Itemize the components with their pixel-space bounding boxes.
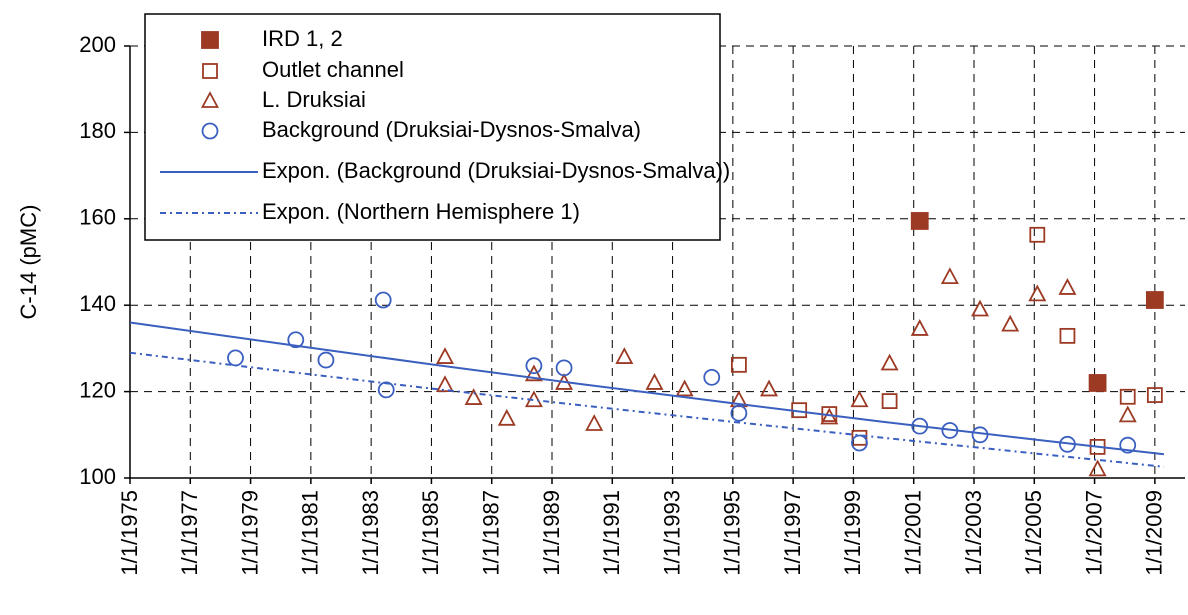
point [555,359,573,377]
point [615,347,634,364]
x-tick-label: 1/1/2003 [961,490,986,576]
point [910,212,929,230]
legend-marker [200,91,220,108]
legend-marker [202,63,218,79]
y-tick-label: 200 [79,32,116,57]
legend-label: IRD 1, 2 [262,26,343,51]
x-tick-label: 1/1/1975 [117,490,142,576]
x-tick-label: 1/1/2005 [1021,490,1046,576]
point [1058,278,1077,295]
legend-label: L. Druksiai [262,87,366,112]
point [730,404,748,422]
x-tick-label: 1/1/1987 [479,490,504,576]
legend-box [144,13,721,241]
y-axis-title: C-14 (pMC) [16,205,41,320]
point [525,357,543,375]
point [1119,436,1137,454]
legend-label: Expon. (Background (Druksiai-Dysnos-Smal… [262,158,730,183]
point [760,379,779,397]
point [1118,405,1137,423]
point [1029,226,1046,243]
x-tick-label: 1/1/2001 [901,490,926,576]
x-tick-label: 1/1/1977 [177,490,202,576]
point [850,390,869,408]
point [1145,291,1164,309]
point [971,299,990,317]
point [1088,374,1107,392]
x-tick-label: 1/1/1997 [780,490,805,576]
point [497,408,516,426]
x-tick-label: 1/1/1995 [720,490,745,576]
x-tick-label: 1/1/1985 [418,490,443,576]
point [1119,388,1136,405]
point [730,356,747,373]
point [524,364,543,382]
x-tick-label: 1/1/2009 [1142,490,1167,576]
legend-label: Outlet channel [262,57,404,82]
point [1059,327,1076,344]
x-tick-label: 1/1/2007 [1081,490,1106,576]
x-tick-label: 1/1/1979 [237,490,262,576]
point [374,291,392,309]
point [585,414,604,431]
point [881,393,898,410]
x-tick-label: 1/1/1981 [298,490,323,576]
point [1028,284,1047,302]
point [435,347,454,364]
trend-line [129,321,1165,456]
point [1146,387,1163,403]
point [971,426,989,444]
point [317,351,335,369]
point [675,379,694,397]
point [377,381,395,399]
point [851,434,868,452]
y-tick-label: 160 [79,205,116,230]
y-tick-label: 140 [79,291,116,316]
point [910,319,929,336]
legend-marker [201,31,219,49]
point [880,353,899,371]
x-tick-label: 1/1/1983 [358,490,383,576]
point [1088,459,1107,477]
x-tick-label: 1/1/1991 [599,490,624,576]
y-tick-label: 120 [79,377,116,402]
trend-line [129,351,1165,468]
point [1001,314,1020,332]
y-tick-label: 100 [79,464,116,489]
x-tick-label: 1/1/1999 [840,490,865,576]
legend-marker [201,122,219,140]
point [851,429,868,446]
point [227,349,244,367]
legend: IRD 1, 2 Outlet channel L. Druksiai Backgro… [144,13,730,241]
legend-label: Expon. (Northern Hemisphere 1) [262,199,580,224]
legend-label: Background (Druksiai-Dysnos-Smalva) [262,117,641,142]
point [464,388,483,405]
y-tick-label: 180 [79,118,116,143]
point [645,373,664,390]
point [435,375,454,393]
point [940,267,959,285]
x-tick-label: 1/1/1993 [659,490,684,576]
point [703,368,721,386]
point [287,331,305,349]
x-tick-label: 1/1/1989 [539,490,564,576]
